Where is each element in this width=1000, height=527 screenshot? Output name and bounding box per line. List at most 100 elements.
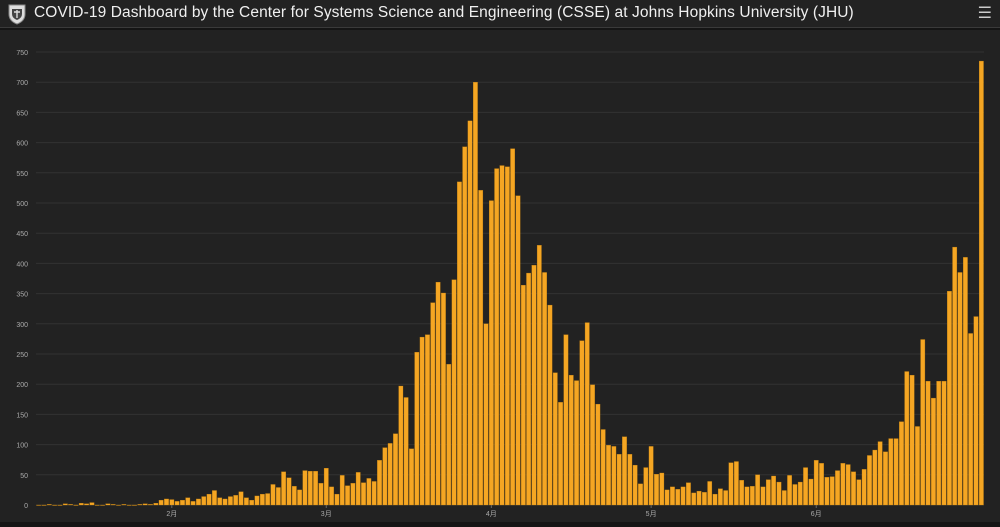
bar[interactable] xyxy=(696,490,702,506)
bar[interactable] xyxy=(483,323,489,506)
bar[interactable] xyxy=(185,497,191,506)
bar[interactable] xyxy=(691,492,697,506)
bar[interactable] xyxy=(260,493,265,506)
bar[interactable] xyxy=(973,316,979,506)
bar[interactable] xyxy=(829,476,835,506)
bar[interactable] xyxy=(116,504,121,506)
bar[interactable] xyxy=(371,481,377,506)
bar[interactable] xyxy=(728,462,734,506)
bar[interactable] xyxy=(414,352,420,506)
bar[interactable] xyxy=(920,339,926,506)
bar[interactable] xyxy=(680,486,686,506)
bar[interactable] xyxy=(254,495,260,506)
bar[interactable] xyxy=(142,503,148,506)
bar[interactable] xyxy=(808,478,814,506)
bar[interactable] xyxy=(132,504,137,506)
bar[interactable] xyxy=(579,340,585,506)
bar[interactable] xyxy=(323,468,329,506)
bar[interactable] xyxy=(339,475,345,506)
bar[interactable] xyxy=(627,454,633,506)
bar[interactable] xyxy=(744,486,750,506)
bar[interactable] xyxy=(361,482,366,506)
bar[interactable] xyxy=(590,384,595,506)
bar[interactable] xyxy=(265,493,271,506)
bar[interactable] xyxy=(244,497,249,506)
bar[interactable] xyxy=(648,446,654,506)
bar[interactable] xyxy=(94,504,100,506)
bar[interactable] xyxy=(776,481,782,506)
bar[interactable] xyxy=(739,480,745,506)
bar[interactable] xyxy=(366,478,372,506)
bar[interactable] xyxy=(68,504,73,506)
bar[interactable] xyxy=(803,467,808,506)
hamburger-menu-icon[interactable]: ☰ xyxy=(977,5,992,22)
bar[interactable] xyxy=(153,503,159,506)
bar[interactable] xyxy=(526,272,531,506)
bar[interactable] xyxy=(872,449,878,506)
bar[interactable] xyxy=(734,461,739,506)
bar[interactable] xyxy=(867,455,872,506)
bar[interactable] xyxy=(968,333,974,506)
bar[interactable] xyxy=(446,364,452,506)
bar[interactable] xyxy=(457,181,462,506)
bar[interactable] xyxy=(52,504,57,506)
bar[interactable] xyxy=(856,479,862,506)
bar[interactable] xyxy=(542,272,547,506)
bar[interactable] xyxy=(712,493,718,506)
bar[interactable] xyxy=(451,279,457,506)
bar[interactable] xyxy=(110,504,116,506)
bar[interactable] xyxy=(925,381,931,506)
bar[interactable] xyxy=(686,482,691,506)
bar[interactable] xyxy=(552,372,558,506)
bar[interactable] xyxy=(403,397,409,506)
bar[interactable] xyxy=(222,498,228,506)
bar[interactable] xyxy=(840,463,846,506)
bar[interactable] xyxy=(233,495,239,506)
bar[interactable] xyxy=(297,489,302,506)
bar[interactable] xyxy=(947,291,952,506)
bar[interactable] xyxy=(62,503,68,506)
bar[interactable] xyxy=(467,120,473,506)
bar[interactable] xyxy=(781,490,787,506)
bar[interactable] xyxy=(723,490,729,506)
bar[interactable] xyxy=(190,501,196,506)
bar[interactable] xyxy=(430,302,436,506)
bar[interactable] xyxy=(760,486,766,506)
bar[interactable] xyxy=(877,441,883,506)
bar[interactable] xyxy=(595,403,601,506)
bar[interactable] xyxy=(643,467,649,506)
bar[interactable] xyxy=(419,336,425,506)
bar[interactable] xyxy=(286,477,292,506)
bar[interactable] xyxy=(105,503,111,506)
bar[interactable] xyxy=(536,245,542,506)
bar[interactable] xyxy=(888,438,894,506)
bar[interactable] xyxy=(904,371,910,506)
bar[interactable] xyxy=(915,426,920,506)
bar[interactable] xyxy=(707,481,713,506)
bar[interactable] xyxy=(78,503,84,506)
bar[interactable] xyxy=(622,436,627,506)
bar[interactable] xyxy=(819,463,824,506)
bar[interactable] xyxy=(489,200,494,506)
bar[interactable] xyxy=(73,504,79,506)
bar[interactable] xyxy=(126,504,132,506)
bar[interactable] xyxy=(813,460,819,506)
bar[interactable] xyxy=(606,445,611,506)
bar[interactable] xyxy=(611,446,617,506)
bar[interactable] xyxy=(387,443,393,506)
bar[interactable] xyxy=(936,381,942,506)
bar[interactable] xyxy=(835,470,840,506)
bar[interactable] xyxy=(307,471,313,506)
bar[interactable] xyxy=(941,381,947,506)
bar[interactable] xyxy=(345,485,350,506)
bar[interactable] xyxy=(238,491,244,506)
bar[interactable] xyxy=(329,486,334,506)
bar[interactable] xyxy=(558,402,563,506)
bar[interactable] xyxy=(909,374,915,506)
bar[interactable] xyxy=(302,470,308,506)
bar[interactable] xyxy=(41,504,47,506)
bar[interactable] xyxy=(616,454,622,506)
bar[interactable] xyxy=(931,397,936,506)
bar[interactable] xyxy=(435,281,441,506)
bar[interactable] xyxy=(600,429,606,506)
